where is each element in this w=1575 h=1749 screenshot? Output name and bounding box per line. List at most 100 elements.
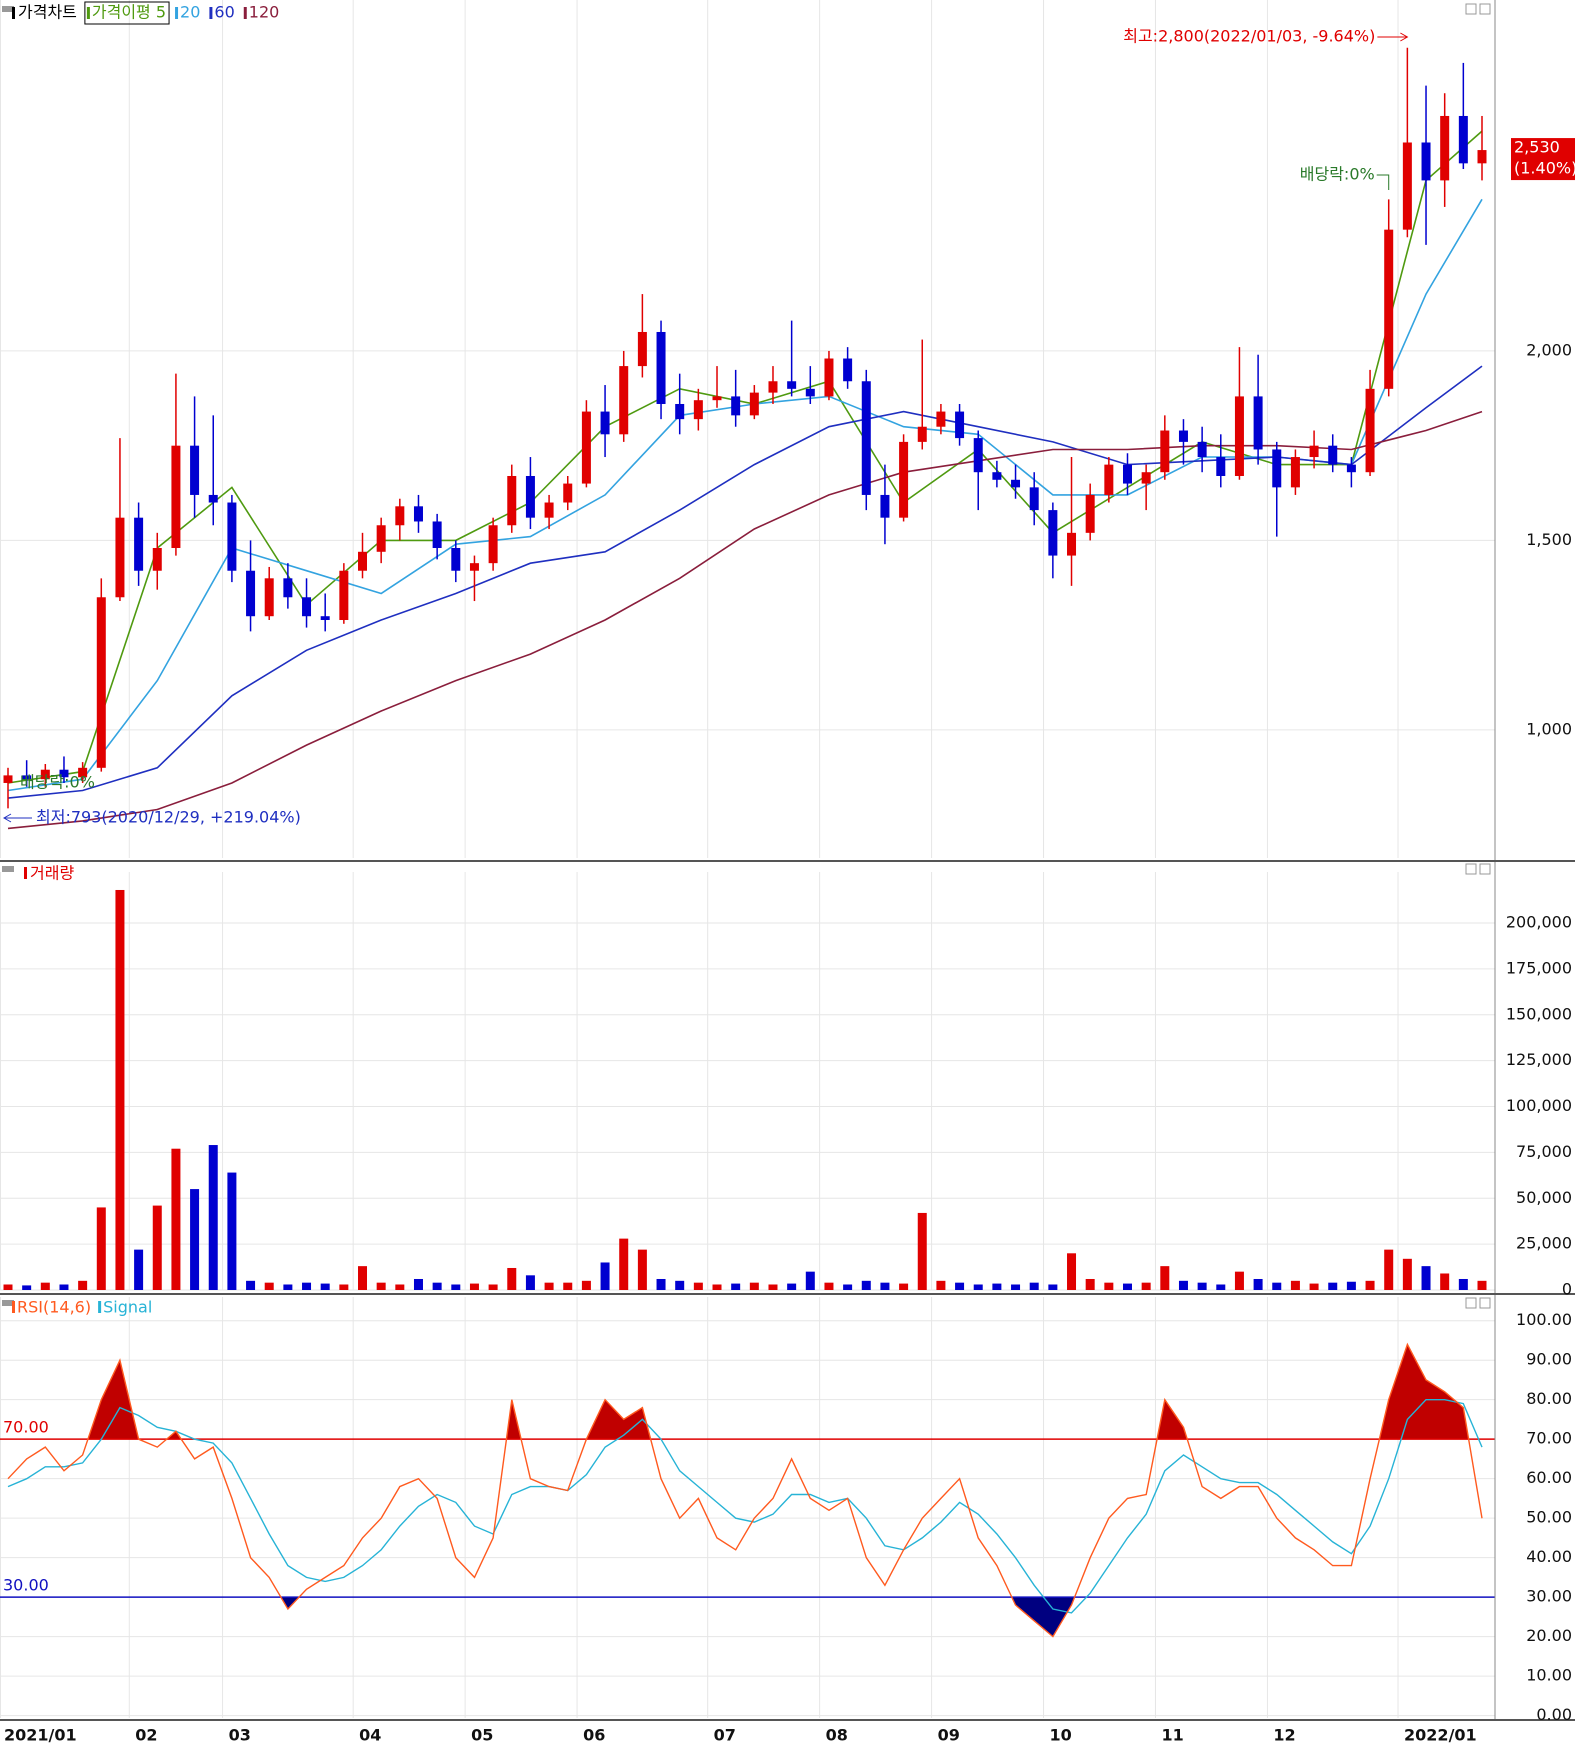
volume-bar [917, 1212, 927, 1290]
candle-body [1216, 457, 1226, 476]
reference-label: 30.00 [3, 1576, 49, 1595]
volume-bar [152, 1205, 162, 1290]
candle-body [880, 494, 890, 518]
volume-bar [1141, 1282, 1151, 1290]
y-tick-label: 50,000 [1516, 1188, 1572, 1207]
volume-bar [749, 1282, 759, 1290]
volume-bar [544, 1282, 554, 1290]
volume-bar [432, 1282, 442, 1290]
candle-body [581, 411, 591, 484]
y-tick-label: 0 [1562, 1280, 1572, 1299]
candle-body [600, 411, 610, 435]
x-tick-label: 05 [471, 1726, 493, 1745]
volume-bar [59, 1284, 69, 1290]
volume-bar [768, 1284, 778, 1290]
candle-body [1421, 142, 1431, 181]
legend-swatch [243, 7, 247, 19]
volume-bar [1477, 1280, 1487, 1290]
volume-bar [805, 1271, 815, 1290]
last-price-box [1511, 138, 1575, 181]
y-tick-label: 90.00 [1526, 1350, 1572, 1369]
legend-label: 120 [249, 3, 280, 22]
x-tick-label: 2022/01 [1404, 1726, 1477, 1745]
volume-bar [824, 1282, 834, 1290]
y-tick-label: 50.00 [1526, 1508, 1572, 1527]
x-tick-label: 02 [135, 1726, 157, 1745]
panel-title: 거래량 [30, 864, 74, 883]
candle-body [115, 517, 125, 598]
candle-body [1085, 494, 1095, 533]
candle-body [619, 366, 629, 435]
candle-body [899, 441, 909, 518]
panel-button[interactable] [1479, 1297, 1491, 1309]
volume-bar [787, 1283, 797, 1290]
volume-bar [1402, 1258, 1412, 1290]
volume-bar [451, 1284, 461, 1290]
y-tick-label: 150,000 [1506, 1004, 1572, 1023]
candle-body [843, 358, 853, 382]
panel-button[interactable] [1465, 863, 1477, 875]
candle-body [861, 381, 871, 495]
legend-swatch [175, 7, 179, 19]
grid-layer [0, 0, 1495, 1718]
volume-bar [134, 1249, 144, 1290]
candle-body [246, 570, 256, 617]
candle-body [1309, 445, 1319, 458]
candle-body [339, 570, 349, 621]
volume-bar [1328, 1282, 1338, 1290]
candle-body [227, 502, 237, 571]
volume-bar [264, 1282, 274, 1290]
volume-bar [1122, 1283, 1132, 1290]
volume-bar [488, 1284, 498, 1290]
volume-bar [1440, 1273, 1450, 1290]
x-tick-label: 11 [1161, 1726, 1183, 1745]
volume-bar [283, 1284, 293, 1290]
candle-body [675, 403, 685, 420]
candle-body [1067, 532, 1077, 556]
legend-label: RSI(14,6) [17, 1298, 91, 1317]
volume-bar [1458, 1278, 1468, 1290]
reference-label: 70.00 [3, 1418, 49, 1437]
volume-bar [40, 1282, 50, 1290]
candle-body [264, 578, 274, 617]
candle-body [973, 438, 983, 473]
y-tick-label: 10.00 [1526, 1666, 1572, 1685]
marks-layer [0, 47, 1495, 1638]
volume-bar [208, 1145, 218, 1290]
x-tick-label: 08 [826, 1726, 848, 1745]
y-tick-label: 80.00 [1526, 1389, 1572, 1408]
panel-button[interactable] [1465, 1297, 1477, 1309]
candle-body [395, 506, 405, 526]
volume-bar [3, 1284, 13, 1290]
candle-body [749, 392, 759, 416]
x-tick-label: 03 [229, 1726, 251, 1745]
panel-button[interactable] [1465, 3, 1477, 15]
y-tick-label: 175,000 [1506, 958, 1572, 977]
volume-bar [507, 1267, 517, 1290]
volume-bar [469, 1283, 479, 1290]
volume-bar [1290, 1280, 1300, 1290]
x-tick-label: 04 [359, 1726, 381, 1745]
candle-body [656, 331, 666, 404]
panel-button[interactable] [1479, 3, 1491, 15]
candle-body [302, 597, 312, 617]
volume-bar [973, 1284, 983, 1290]
candle-body [1029, 487, 1039, 511]
volume-bar [656, 1278, 666, 1290]
x-tick-label: 06 [583, 1726, 605, 1745]
candle-body [1234, 396, 1244, 476]
legend-swatch [209, 7, 213, 19]
candle-body [1178, 430, 1188, 442]
legend-label: 60 [214, 3, 234, 22]
volume-bar [1085, 1278, 1095, 1290]
panel-button[interactable] [1479, 863, 1491, 875]
candle-body [59, 769, 69, 778]
volume-bar [302, 1282, 312, 1290]
candle-body [525, 475, 535, 518]
legend-label: Signal [103, 1298, 152, 1317]
candle-body [1160, 430, 1170, 473]
panel-icon [2, 866, 14, 872]
candle-body [1365, 388, 1375, 473]
